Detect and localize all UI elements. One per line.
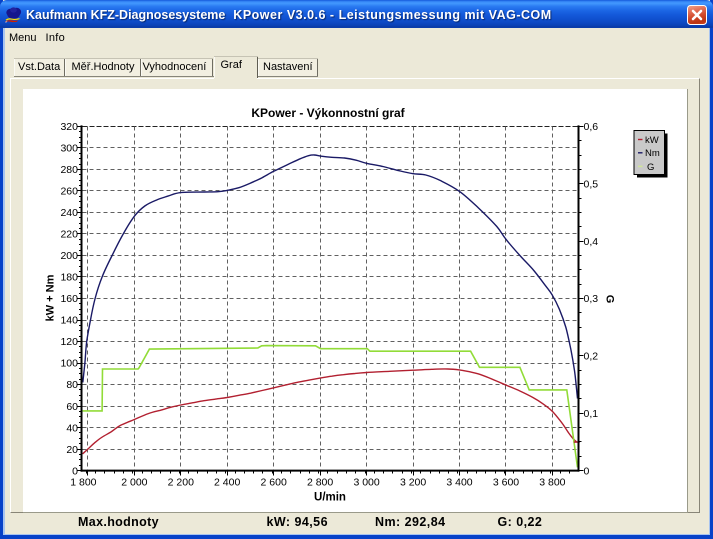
svg-text:G: G (604, 295, 616, 304)
svg-text:2 000: 2 000 (121, 477, 147, 489)
svg-text:1 800: 1 800 (70, 477, 96, 489)
svg-text:0,4: 0,4 (584, 236, 599, 248)
svg-text:20: 20 (66, 444, 78, 456)
svg-text:260: 260 (60, 186, 78, 198)
svg-text:220: 220 (60, 229, 78, 241)
svg-text:100: 100 (60, 358, 78, 370)
svg-text:U/min: U/min (314, 491, 346, 503)
svg-text:Nm: Nm (645, 148, 660, 159)
svg-text:3 400: 3 400 (446, 477, 472, 489)
svg-text:0,6: 0,6 (584, 121, 599, 133)
svg-text:140: 140 (60, 315, 78, 327)
svg-text:200: 200 (60, 250, 78, 262)
svg-text:3 200: 3 200 (400, 477, 426, 489)
svg-text:320: 320 (60, 121, 78, 133)
svg-text:2 200: 2 200 (168, 477, 194, 489)
svg-text:2 800: 2 800 (307, 477, 333, 489)
svg-text:2 400: 2 400 (214, 477, 240, 489)
svg-text:80: 80 (66, 379, 78, 391)
svg-text:2 600: 2 600 (261, 477, 287, 489)
svg-text:120: 120 (60, 336, 78, 348)
svg-text:0,3: 0,3 (584, 293, 599, 305)
svg-text:300: 300 (60, 143, 78, 155)
svg-text:60: 60 (66, 401, 78, 413)
svg-text:180: 180 (60, 272, 78, 284)
svg-text:kW: kW (645, 135, 659, 146)
svg-text:160: 160 (60, 293, 78, 305)
svg-text:KPower - Výkonnostní graf: KPower - Výkonnostní graf (251, 106, 405, 120)
svg-text:240: 240 (60, 207, 78, 219)
svg-text:kW + Nm: kW + Nm (45, 274, 57, 321)
svg-text:0,5: 0,5 (584, 179, 599, 191)
svg-text:0,1: 0,1 (584, 408, 599, 420)
svg-text:3 600: 3 600 (493, 477, 519, 489)
svg-text:G: G (647, 162, 654, 173)
svg-text:0,2: 0,2 (584, 351, 599, 363)
svg-text:3 000: 3 000 (353, 477, 379, 489)
svg-text:3 800: 3 800 (539, 477, 565, 489)
svg-text:40: 40 (66, 422, 78, 434)
svg-text:0: 0 (584, 465, 590, 477)
svg-text:0: 0 (72, 465, 78, 477)
svg-text:280: 280 (60, 164, 78, 176)
